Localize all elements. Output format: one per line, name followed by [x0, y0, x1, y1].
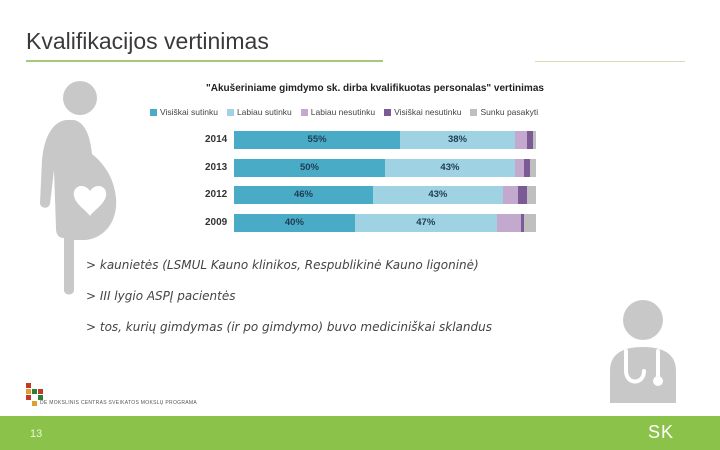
- bar-value-label: 46%: [293, 189, 313, 200]
- bar-row: 50% 43%: [234, 159, 536, 177]
- bullet-item: > kaunietės (LSMUL Kauno klinikos, Respu…: [86, 258, 479, 272]
- bar-row: 40% 47%: [234, 214, 536, 232]
- bar-segment: 38%: [400, 131, 515, 149]
- doctor-icon: [610, 300, 676, 403]
- legend-label: Visiškai nesutinku: [394, 107, 462, 117]
- year-label: 2009: [205, 217, 228, 228]
- bar-segment: [526, 186, 536, 204]
- stethoscope-icon: [624, 349, 660, 384]
- chart-title: "Akušeriniame gimdymo sk. dirba kvalifik…: [206, 83, 544, 94]
- footer-band: [0, 416, 720, 450]
- bullet-item: > III lygio ASPĮ pacientės: [86, 289, 236, 303]
- legend-swatch: [384, 108, 392, 116]
- bar-segment: [514, 159, 524, 177]
- title-underline: [26, 60, 383, 62]
- bar-segment: [526, 131, 533, 149]
- bar-value-label: 43%: [440, 162, 460, 173]
- chart-legend: Visiškai sutinku Labiau sutinku Labiau n…: [150, 105, 547, 119]
- slide-title: Kvalifikacijos vertinimas: [26, 28, 269, 54]
- partner-logo-text: DE MOKSLINIS CENTRAS SVEIKATOS MOKSLŲ PR…: [40, 400, 197, 406]
- footer-logo: SK: [648, 422, 675, 442]
- bar-segment: [517, 186, 527, 204]
- bar-value-label: 38%: [447, 134, 467, 145]
- bar-value-label: 50%: [299, 162, 319, 173]
- bar-value-label: 43%: [428, 189, 448, 200]
- bar-value-label: 40%: [284, 217, 304, 228]
- bar-segment: [523, 214, 536, 232]
- legend-swatch: [226, 108, 234, 116]
- bullet-item: > tos, kurių gimdymas (ir po gimdymo) bu…: [86, 320, 492, 334]
- legend-label: Labiau nesutinku: [310, 107, 376, 117]
- bar-segment: 46%: [234, 186, 373, 204]
- survey-chart: "Akušeriniame gimdymo sk. dirba kvalifik…: [150, 80, 600, 240]
- bar-segment: [523, 159, 530, 177]
- year-label: 2013: [205, 162, 228, 173]
- legend-label: Visiškai sutinku: [160, 107, 218, 117]
- heart-icon: [73, 185, 107, 216]
- bar-segment: [529, 159, 536, 177]
- legend-swatch: [470, 108, 478, 116]
- bar-segment: [496, 214, 521, 232]
- bar-segment: 43%: [385, 159, 515, 177]
- legend-label: Sunku pasakyti: [480, 107, 539, 117]
- bar-segment: [514, 131, 527, 149]
- bar-segment: 43%: [372, 186, 503, 204]
- bar-segment: 47%: [354, 214, 497, 232]
- bar-segment: [520, 214, 524, 232]
- bar-segment: 40%: [234, 214, 355, 232]
- bar-segment: [532, 131, 536, 149]
- header-rule-right: [535, 61, 685, 62]
- bar-value-label: 47%: [416, 217, 436, 228]
- bar-value-label: 55%: [307, 134, 327, 145]
- bullet-list: > kaunietės (LSMUL Kauno klinikos, Respu…: [86, 258, 492, 351]
- bar-segment: [502, 186, 518, 204]
- page-number: 13: [30, 428, 43, 440]
- year-label: 2014: [205, 134, 228, 145]
- bar-row: 55% 38%: [234, 131, 536, 149]
- year-label: 2012: [205, 189, 228, 200]
- legend-item: Sunku pasakyti: [470, 105, 538, 119]
- pregnant-woman-icon: [40, 81, 117, 295]
- legend-item: Labiau sutinku: [226, 105, 292, 119]
- partner-logo: [26, 383, 43, 406]
- legend-item: Labiau nesutinku: [300, 105, 376, 119]
- legend-item: Visiškai sutinku: [150, 105, 218, 119]
- bar-row: 46% 43%: [234, 186, 536, 204]
- bar-segment: 50%: [234, 159, 385, 177]
- legend-item: Visiškai nesutinku: [384, 105, 461, 119]
- legend-label: Labiau sutinku: [236, 107, 292, 117]
- legend-swatch: [150, 108, 157, 116]
- legend-swatch: [300, 108, 308, 116]
- bar-segment: 55%: [234, 131, 401, 149]
